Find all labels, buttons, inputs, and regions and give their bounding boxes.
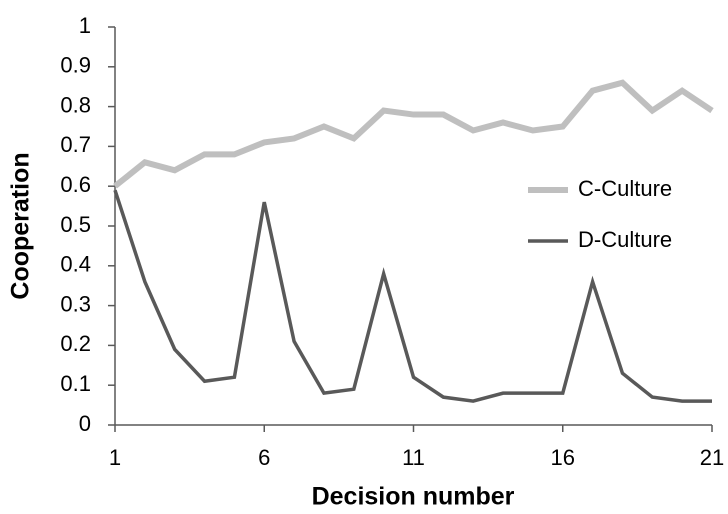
y-tick-label: 0.6 [60, 172, 91, 197]
y-tick-label: 0.8 [60, 92, 91, 117]
y-tick-label: 0.2 [60, 331, 91, 356]
y-tick-label: 0.4 [60, 252, 91, 277]
y-axis-title: Cooperation [7, 152, 35, 299]
y-tick-label: 0.3 [60, 291, 91, 316]
x-axis-title: Decision number [312, 483, 515, 511]
x-tick-label: 1 [109, 445, 121, 470]
y-tick-label: 0.1 [60, 371, 91, 396]
x-tick-label: 21 [700, 445, 724, 470]
x-tick-label: 16 [551, 445, 575, 470]
legend-label: D-Culture [578, 227, 672, 252]
data-line [113, 79, 714, 189]
data-line [113, 189, 712, 403]
y-tick-label: 0.9 [60, 53, 91, 78]
legend-label: C-Culture [578, 176, 672, 201]
y-tick-label: 1 [79, 13, 91, 38]
x-tick-label: 11 [402, 445, 425, 470]
y-tick-label: 0.7 [60, 132, 91, 157]
y-tick-label: 0.5 [60, 212, 91, 237]
y-tick-label: 0 [79, 411, 91, 436]
x-tick-label: 6 [258, 445, 270, 470]
